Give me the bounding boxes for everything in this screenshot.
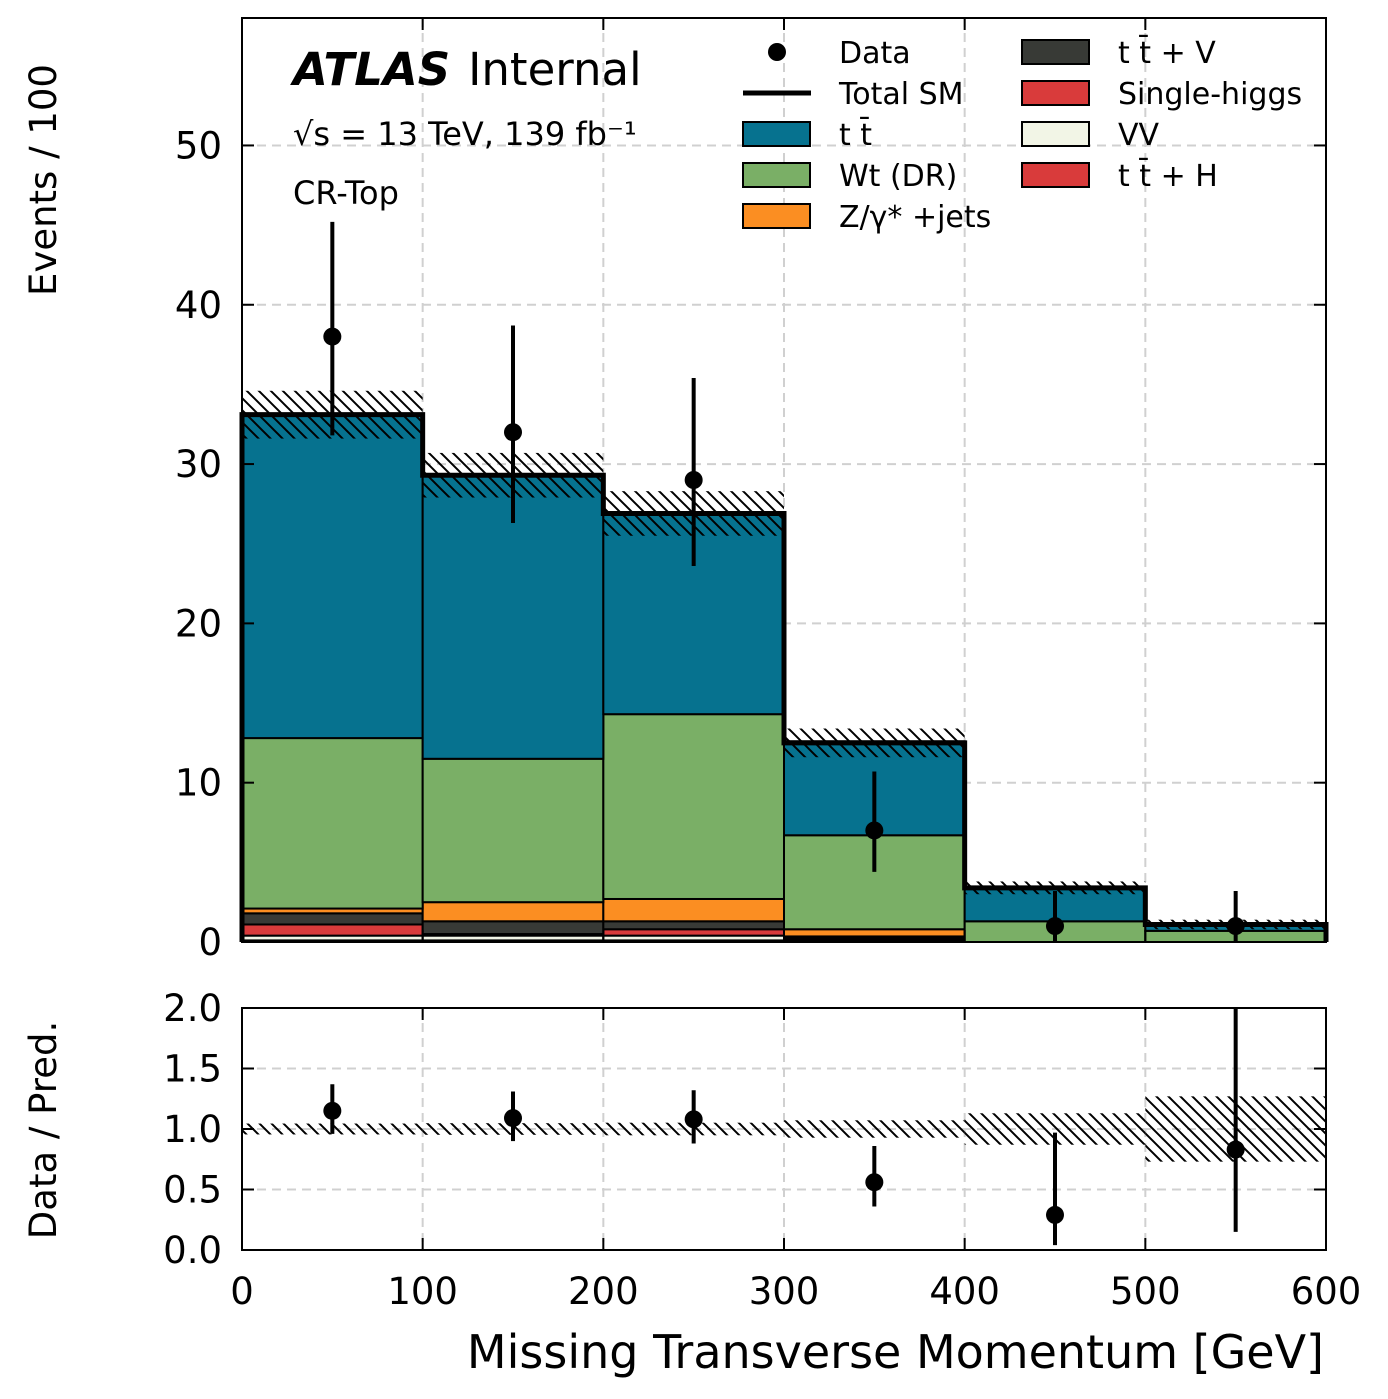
main-y-axis-title: Events / 100 [22, 64, 65, 296]
ratio-point [1046, 1205, 1064, 1224]
legend-entry: t t̄ + H [1021, 158, 1218, 194]
data-points [323, 221, 1245, 942]
x-tick-label: 600 [1291, 1270, 1362, 1313]
main-y-tick-label: 20 [175, 602, 222, 645]
ratio-y-axis-title: Data / Pred. [22, 1021, 65, 1239]
data-point [1046, 917, 1064, 936]
x-tick-label: 400 [929, 1270, 1000, 1313]
legend-label: t t̄ + V [1118, 35, 1216, 71]
legend-entry: t t̄ + V [1021, 35, 1216, 71]
legend-entry: Total SM [743, 77, 964, 112]
stack-bar [421, 901, 605, 923]
main-y-tick-label: 50 [175, 124, 222, 167]
data-point [323, 327, 342, 346]
x-tick-labels: 0 100 200 300 400 500 600 [230, 1270, 1361, 1313]
legend-label: Z/γ* +jets [839, 200, 991, 235]
ratio-y-tick-label: 1.5 [163, 1048, 222, 1091]
main-y-tick-labels: 0 10 20 30 40 50 [175, 124, 222, 964]
main-y-tick-label: 30 [175, 443, 222, 486]
x-tick-label: 200 [568, 1270, 639, 1313]
ratio-y-tick-label: 0.5 [163, 1169, 222, 1212]
ratio-point [1226, 1140, 1245, 1159]
stack-bar [421, 920, 605, 936]
x-tick-label: 300 [749, 1270, 820, 1313]
main-panel [239, 17, 1329, 944]
stack-bar [602, 713, 785, 900]
stack-bar [602, 897, 785, 923]
x-axis-title: Missing Transverse Momentum [GeV] [467, 1325, 1324, 1379]
stack-bar [241, 413, 424, 740]
stack-bar [241, 912, 424, 926]
legend-label: Single-higgs [1118, 77, 1302, 112]
atlas-label: ATLAS [290, 43, 450, 96]
legend-swatch [1021, 80, 1090, 106]
legend-entry: VV [1021, 118, 1160, 153]
legend-label: t t̄ + H [1118, 158, 1218, 194]
x-tick-label: 0 [230, 1270, 254, 1313]
ratio-y-tick-label: 1.0 [163, 1108, 222, 1151]
stack-bar [241, 737, 424, 910]
legend-marker [768, 43, 786, 61]
main-y-tick-label: 10 [175, 762, 222, 805]
legend-entry: Wt (DR) [742, 159, 957, 194]
main-ticks [241, 18, 1327, 943]
legend-entry: t t̄ [742, 117, 872, 153]
legend-label: VV [1118, 118, 1160, 153]
data-point [504, 423, 522, 442]
experiment-label: ATLAS Internal [290, 43, 642, 96]
total-sm-line [239, 412, 1329, 942]
legend-swatch [1021, 39, 1090, 65]
ratio-y-tick-label: 0.0 [163, 1229, 222, 1272]
stack-bar [241, 923, 424, 937]
internal-label: Internal [468, 43, 641, 96]
ratio-point [323, 1101, 342, 1120]
stack-bar [602, 920, 785, 931]
main-y-tick-label: 0 [198, 921, 222, 964]
data-point [684, 471, 703, 489]
ratio-point [684, 1110, 703, 1129]
ratio-band [784, 1120, 965, 1138]
ratio-panel [241, 1007, 1327, 1251]
ratio-points [323, 1008, 1245, 1246]
legend-label: Wt (DR) [839, 159, 957, 194]
data-point [1226, 917, 1245, 936]
legend-swatch [742, 203, 811, 229]
ratio-y-tick-labels: 0.0 0.5 1.0 1.5 2.0 [163, 987, 222, 1272]
ratio-ticks [241, 1007, 1327, 1251]
data-point [865, 821, 884, 840]
ratio-point [504, 1109, 522, 1128]
legend-entry: Single-higgs [1021, 77, 1302, 112]
x-tick-label: 100 [387, 1270, 458, 1313]
legend-label: Total SM [838, 77, 964, 112]
legend-label: t t̄ [839, 117, 872, 153]
region-label: CR-Top [293, 174, 399, 212]
legend-entry: Data [768, 36, 911, 71]
legend-swatch [742, 121, 811, 147]
main-y-tick-label: 40 [175, 284, 222, 327]
legend-entry: Z/γ* +jets [742, 200, 991, 235]
ratio-point [865, 1173, 884, 1192]
ratio-y-tick-label: 2.0 [163, 987, 222, 1030]
stack-bar [421, 757, 605, 904]
legend-label: Data [839, 36, 911, 71]
stack-bar [783, 928, 966, 938]
x-tick-label: 500 [1110, 1270, 1181, 1313]
legend: Data Total SM t t̄ Wt (DR) Z/γ* +jets t t̄ + … [742, 35, 1302, 235]
legend-swatch [1021, 162, 1090, 188]
energy-lumi-label: √s = 13 TeV, 139 fb⁻¹ [293, 115, 637, 153]
legend-swatch [742, 162, 811, 188]
legend-swatch [1021, 121, 1090, 147]
